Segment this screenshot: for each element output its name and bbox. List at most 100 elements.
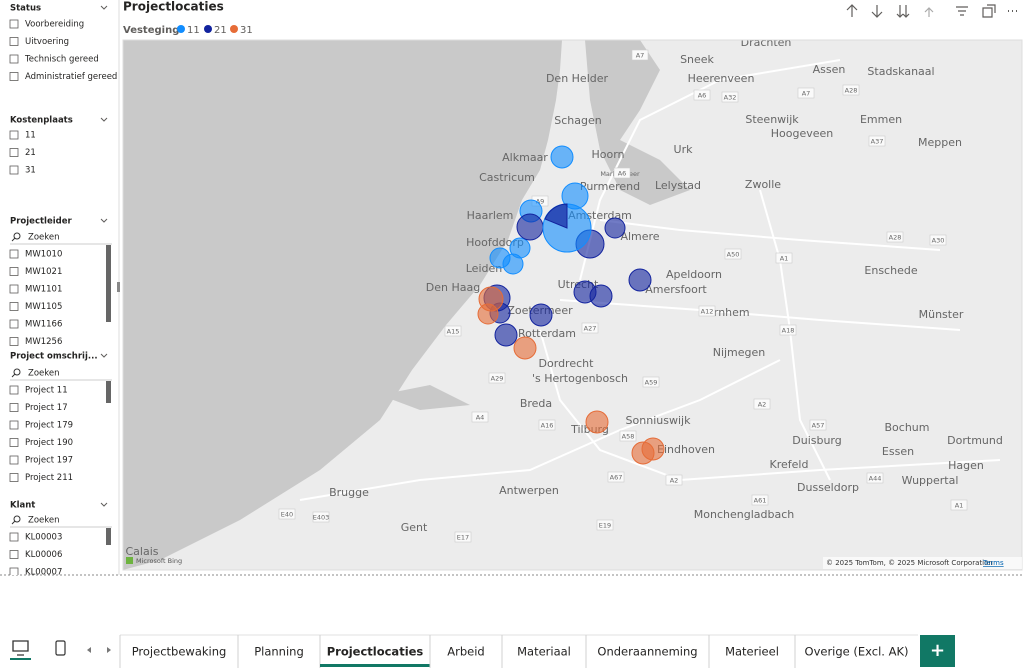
road-shield	[751, 494, 769, 506]
slicer-item[interactable]: Administratief gereed	[25, 72, 117, 82]
road-label: A59	[645, 379, 658, 387]
checkbox[interactable]	[9, 19, 19, 29]
desktop-view-icon[interactable]	[12, 640, 29, 656]
checkbox[interactable]	[9, 403, 19, 412]
mobile-view-icon[interactable]	[55, 640, 66, 656]
checkbox[interactable]	[9, 337, 19, 346]
page-tab[interactable]: Overige (Excl. AK)	[805, 645, 909, 659]
expand-icon[interactable]	[924, 7, 934, 17]
search-icon	[13, 232, 21, 240]
search-icon-handle	[11, 520, 16, 525]
checkbox[interactable]	[9, 130, 19, 140]
filter-icon[interactable]	[956, 6, 968, 16]
slicer-item[interactable]: 11	[25, 131, 36, 141]
checkbox[interactable]	[9, 385, 19, 395]
slicer-chevron[interactable]	[100, 502, 108, 507]
slicer-item[interactable]: Project 17	[25, 403, 68, 413]
road-shield	[797, 87, 815, 99]
location-bubble[interactable]	[604, 217, 626, 239]
location-bubble[interactable]	[513, 336, 537, 360]
slicer-chevron[interactable]	[100, 117, 108, 122]
slicer-item[interactable]: Project 211	[25, 473, 73, 483]
slicer-item[interactable]: Uitvoering	[25, 37, 69, 47]
expand-all-icon[interactable]	[896, 5, 910, 18]
drill-up-icon[interactable]	[846, 4, 858, 17]
checkbox[interactable]	[9, 165, 19, 175]
focus-icon[interactable]	[982, 4, 996, 18]
slicer-search[interactable]: Zoeken	[28, 369, 60, 379]
location-bubble[interactable]	[550, 145, 574, 169]
location-bubble[interactable]	[628, 268, 652, 292]
slicer-item[interactable]: Project 190	[25, 438, 73, 448]
checkbox[interactable]	[9, 567, 19, 576]
map[interactable]: Drachten Sneek Assen Den Helder Heerenveen St…	[123, 36, 1022, 570]
slicer-item[interactable]: 31	[25, 166, 36, 176]
page-tab[interactable]: Projectlocaties	[327, 645, 424, 659]
slicer-chevron[interactable]	[100, 218, 108, 223]
checkbox[interactable]	[9, 319, 19, 329]
add-page-label[interactable]: +	[930, 640, 945, 661]
road-shield	[809, 419, 827, 431]
location-pie-slice[interactable]	[544, 203, 568, 229]
checkbox[interactable]	[9, 438, 19, 447]
slicer-item[interactable]: Voorbereiding	[25, 20, 84, 30]
slicer-item[interactable]: Project 11	[25, 386, 68, 396]
slicer-search[interactable]: Zoeken	[28, 233, 60, 243]
slicer-item[interactable]: KL00006	[25, 550, 62, 560]
location-bubble[interactable]	[477, 303, 499, 325]
add-page-button[interactable]	[920, 635, 955, 667]
slicer-item[interactable]: MW1166	[25, 320, 62, 330]
slicer-chevron[interactable]	[100, 353, 108, 358]
checkbox[interactable]	[9, 284, 19, 294]
scrollbar[interactable]	[106, 528, 111, 545]
drill-down-icon[interactable]	[871, 5, 883, 18]
road-label: A15	[447, 328, 460, 336]
slicer-item[interactable]: Project 197	[25, 456, 73, 466]
place-label: Den Helder	[546, 72, 609, 85]
checkbox[interactable]	[9, 550, 19, 559]
checkbox[interactable]	[9, 148, 19, 157]
checkbox[interactable]	[9, 302, 19, 311]
location-bubble[interactable]	[529, 303, 553, 327]
slicer-item[interactable]: MW1021	[25, 267, 62, 277]
place-label: Urk	[674, 143, 694, 156]
page-tab[interactable]: Onderaanneming	[597, 645, 697, 659]
checkbox[interactable]	[9, 54, 19, 64]
slicer-chevron[interactable]	[100, 5, 108, 10]
location-bubble[interactable]	[516, 213, 544, 241]
checkbox[interactable]	[9, 37, 19, 46]
slicer-item[interactable]: KL00003	[25, 533, 62, 543]
slicer-item[interactable]: MW1105	[25, 302, 62, 312]
prev-page[interactable]	[87, 647, 91, 653]
checkbox[interactable]	[9, 267, 19, 276]
checkbox[interactable]	[9, 532, 19, 542]
page-tab[interactable]: Projectbewaking	[132, 645, 227, 659]
slicer-item[interactable]: Project 179	[25, 421, 73, 431]
checkbox[interactable]	[9, 420, 19, 430]
slicer-item[interactable]: Technisch gereed	[24, 55, 99, 65]
location-bubble[interactable]	[494, 323, 518, 347]
slicer-search[interactable]: Zoeken	[28, 516, 60, 526]
checkbox[interactable]	[9, 455, 19, 465]
slicer-item[interactable]: MW1101	[25, 285, 62, 295]
slicer-item[interactable]: KL00007	[25, 568, 62, 578]
pane-handle[interactable]	[117, 282, 120, 292]
checkbox[interactable]	[9, 72, 19, 81]
location-bubble[interactable]	[589, 284, 613, 308]
page-tab[interactable]: Planning	[254, 645, 304, 659]
checkbox[interactable]	[9, 249, 19, 259]
slicer-item[interactable]: MW1256	[25, 337, 62, 347]
terms-link[interactable]: Terms	[982, 559, 1004, 567]
scrollbar[interactable]	[106, 245, 111, 322]
checkbox[interactable]	[9, 473, 19, 482]
next-page[interactable]	[107, 647, 111, 653]
slicer-item[interactable]: MW1010	[25, 250, 62, 260]
slicer-item[interactable]: 21	[25, 148, 36, 158]
location-bubble[interactable]	[585, 410, 609, 434]
page-tab[interactable]: Materiaal	[517, 645, 571, 659]
page-tab[interactable]: Arbeid	[447, 645, 484, 659]
page-tab[interactable]: Materieel	[725, 645, 779, 659]
scrollbar[interactable]	[106, 381, 111, 403]
location-bubble[interactable]	[509, 237, 531, 259]
location-bubble[interactable]	[641, 437, 665, 461]
